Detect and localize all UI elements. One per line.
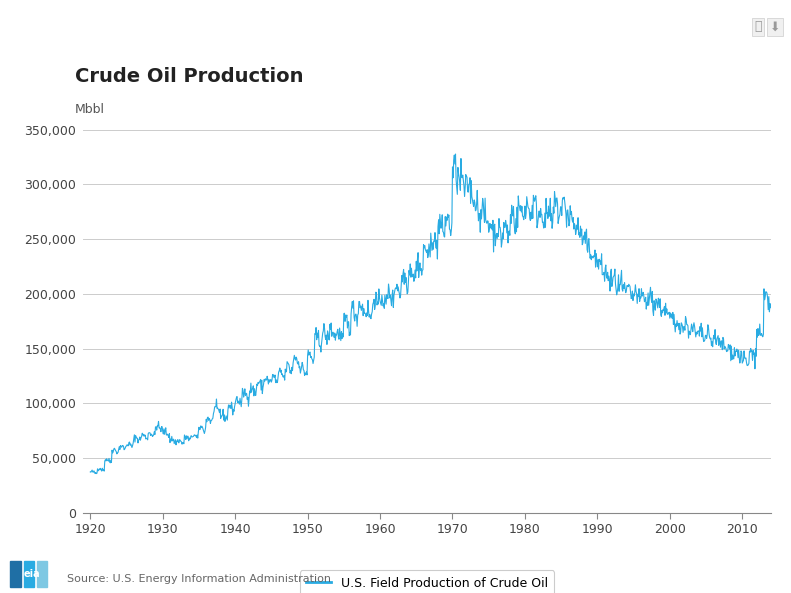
Bar (10, 561, 21, 587)
Text: eia: eia (23, 569, 40, 579)
Legend: U.S. Field Production of Crude Oil: U.S. Field Production of Crude Oil (300, 570, 554, 593)
Text: Mbbl: Mbbl (75, 103, 105, 116)
Bar (37, 561, 47, 587)
Text: ⬇: ⬇ (770, 20, 781, 33)
Text: ⎙: ⎙ (754, 20, 762, 33)
Text: Source: U.S. Energy Information Administration: Source: U.S. Energy Information Administ… (67, 574, 331, 584)
Bar (24, 561, 34, 587)
Text: Crude Oil Production: Crude Oil Production (75, 67, 304, 86)
